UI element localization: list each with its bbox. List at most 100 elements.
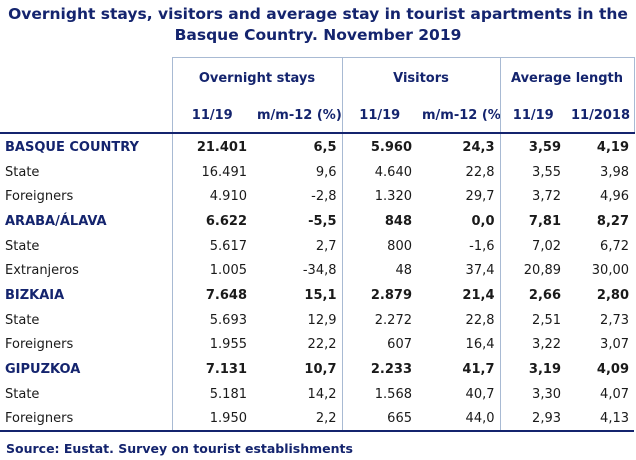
cell-avg: 2,51 bbox=[499, 308, 566, 332]
cell-stays-change: 6,5 bbox=[313, 139, 337, 155]
region-row: GIPUZKOA 7.131 10,7 2.233 41,7 3,19 4,09 bbox=[0, 356, 634, 382]
cell-avg: 3,19 bbox=[499, 356, 566, 382]
cell-avg: 3,55 bbox=[499, 160, 566, 184]
region-row: BASQUE COUNTRY 21.401 6,5 5.960 24,3 3,59 4,19 bbox=[0, 133, 634, 160]
table-row: State 5.617 2,7 800 -1,6 7,02 6,72 bbox=[0, 234, 634, 258]
cell-stays-change: 2,2 bbox=[252, 406, 342, 432]
row-label: BIZKAIA bbox=[5, 287, 65, 303]
group-header-overnight-stays: Overnight stays bbox=[171, 57, 343, 99]
cell-visitors: 665 bbox=[341, 406, 417, 432]
cell-stays-change: 15,1 bbox=[304, 287, 337, 303]
cell-visitors: 2.879 bbox=[341, 282, 417, 308]
row-label: GIPUZKOA bbox=[5, 361, 81, 377]
cell-visitors-change: 41,7 bbox=[462, 361, 495, 377]
row-label: Foreigners bbox=[5, 336, 74, 352]
cell-visitors: 5.960 bbox=[341, 133, 417, 160]
cell-visitors-change: 22,8 bbox=[465, 164, 495, 180]
cell-stays: 16.491 bbox=[171, 160, 252, 184]
cell-stays: 4.910 bbox=[171, 184, 252, 208]
cell-avg-previous: 8,27 bbox=[596, 213, 629, 229]
table-row: Foreigners 4.910 -2,8 1.320 29,7 3,72 4,96 bbox=[0, 184, 634, 208]
cell-stays: 1.005 bbox=[171, 258, 252, 282]
cell-visitors: 1.320 bbox=[341, 184, 417, 208]
cell-avg: 3,22 bbox=[499, 332, 566, 356]
cell-visitors: 2.233 bbox=[341, 356, 417, 382]
subheader-visitors-current: 11/19 bbox=[341, 99, 417, 134]
corner-cell-lower bbox=[0, 99, 173, 134]
cell-avg-previous: 30,00 bbox=[591, 262, 629, 278]
cell-avg-previous: 4,19 bbox=[596, 139, 629, 155]
table-title: Overnight stays, visitors and average st… bbox=[8, 5, 628, 44]
cell-stays: 7.131 bbox=[171, 356, 252, 382]
cell-visitors: 4.640 bbox=[341, 160, 417, 184]
cell-visitors: 48 bbox=[341, 258, 417, 282]
cell-stays-change: -34,8 bbox=[302, 262, 337, 278]
row-label: State bbox=[5, 312, 40, 328]
cell-stays: 7.648 bbox=[171, 282, 252, 308]
source-note: Source: Eustat. Survey on tourist establ… bbox=[6, 441, 353, 456]
cell-visitors: 2.272 bbox=[341, 308, 417, 332]
cell-stays-change: 2,7 bbox=[315, 238, 337, 254]
cell-avg: 7,02 bbox=[499, 234, 566, 258]
row-label: Extranjeros bbox=[5, 262, 79, 278]
table-row: State 5.693 12,9 2.272 22,8 2,51 2,73 bbox=[0, 308, 634, 332]
subheader-stays-change: m/m-12 (%) bbox=[252, 99, 343, 134]
cell-visitors-change: 16,4 bbox=[465, 336, 495, 352]
subheader-stays-current: 11/19 bbox=[171, 99, 252, 134]
cell-stays-change: 22,2 bbox=[307, 336, 337, 352]
region-row: BIZKAIA 7.648 15,1 2.879 21,4 2,66 2,80 bbox=[0, 282, 634, 308]
corner-cell bbox=[0, 57, 173, 99]
cell-avg: 2,93 bbox=[499, 406, 566, 432]
cell-stays-change: 14,2 bbox=[307, 386, 337, 402]
cell-stays-change: 12,9 bbox=[307, 312, 337, 328]
group-header-visitors: Visitors bbox=[341, 57, 501, 99]
row-label: State bbox=[5, 164, 40, 180]
cell-stays: 5.617 bbox=[171, 234, 252, 258]
table-row: Foreigners 1.950 2,2 665 44,0 2,93 4,13 bbox=[0, 406, 634, 432]
subheader-avg-current: 11/19 bbox=[499, 99, 566, 134]
cell-stays-change: 9,6 bbox=[315, 164, 337, 180]
group-header-average-length: Average length bbox=[499, 57, 635, 99]
cell-avg-previous: 4,09 bbox=[596, 361, 629, 377]
cell-avg: 2,66 bbox=[499, 282, 566, 308]
cell-visitors-change: 37,4 bbox=[465, 262, 495, 278]
cell-avg-previous: 3,07 bbox=[600, 336, 629, 352]
table-body: BASQUE COUNTRY 21.401 6,5 5.960 24,3 3,59 4,19… bbox=[0, 133, 634, 432]
cell-avg-previous: 4,96 bbox=[600, 188, 629, 204]
cell-avg-previous: 2,73 bbox=[600, 312, 629, 328]
cell-visitors: 848 bbox=[341, 208, 417, 234]
subheader-visitors-change: m/m-12 (%) bbox=[417, 99, 501, 134]
cell-visitors-change: 29,7 bbox=[465, 188, 495, 204]
cell-visitors: 800 bbox=[341, 234, 417, 258]
cell-stays: 6.622 bbox=[171, 208, 252, 234]
cell-stays-change: -2,8 bbox=[311, 188, 337, 204]
cell-visitors-change: 22,8 bbox=[465, 312, 495, 328]
row-label: Foreigners bbox=[0, 406, 172, 432]
cell-visitors-change: -1,6 bbox=[469, 238, 495, 254]
cell-avg-previous: 6,72 bbox=[600, 238, 629, 254]
cell-stays: 5.181 bbox=[171, 382, 252, 406]
cell-visitors-change: 0,0 bbox=[471, 213, 495, 229]
cell-avg-previous: 3,98 bbox=[600, 164, 629, 180]
cell-stays: 5.693 bbox=[171, 308, 252, 332]
row-label: State bbox=[5, 386, 40, 402]
row-label: Foreigners bbox=[5, 188, 74, 204]
row-label: BASQUE COUNTRY bbox=[5, 139, 139, 155]
cell-avg-previous: 2,80 bbox=[596, 287, 629, 303]
table-row: State 16.491 9,6 4.640 22,8 3,55 3,98 bbox=[0, 160, 634, 184]
row-label: ARABA/ÁLAVA bbox=[5, 213, 107, 229]
cell-avg: 3,72 bbox=[499, 184, 566, 208]
cell-visitors: 1.568 bbox=[341, 382, 417, 406]
cell-stays-change: -5,5 bbox=[308, 213, 337, 229]
tourist-apartments-table: Overnight stays Visitors Average length … bbox=[0, 57, 635, 432]
cell-stays: 1.955 bbox=[171, 332, 252, 356]
cell-visitors-change: 40,7 bbox=[465, 386, 495, 402]
table-row: Foreigners 1.955 22,2 607 16,4 3,22 3,07 bbox=[0, 332, 634, 356]
cell-avg: 3,30 bbox=[499, 382, 566, 406]
cell-visitors-change: 24,3 bbox=[462, 139, 495, 155]
cell-visitors-change: 44,0 bbox=[417, 406, 500, 432]
cell-visitors-change: 21,4 bbox=[462, 287, 495, 303]
cell-avg: 20,89 bbox=[499, 258, 566, 282]
table-row: Extranjeros 1.005 -34,8 48 37,4 20,89 30,00 bbox=[0, 258, 634, 282]
cell-avg-previous: 4,07 bbox=[600, 386, 629, 402]
